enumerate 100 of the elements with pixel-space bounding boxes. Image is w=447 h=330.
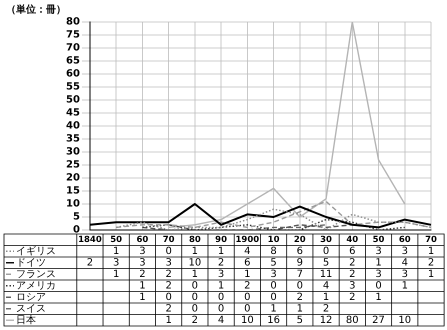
data-label: 11 [320,268,332,280]
data-label: 3 [402,268,408,280]
data-label: 0 [296,280,303,292]
data-label: 3 [270,268,277,280]
data-label: 0 [244,303,251,314]
data-label: 1 [428,246,434,257]
data-label: 80 [346,314,359,326]
data-label: 3 [375,268,382,280]
y-tick-label: 70 [66,42,80,54]
data-label: 0 [270,280,277,292]
data-label: 0 [270,292,277,303]
data-label: 5 [322,257,330,268]
x-tick-label: 30 [320,234,332,245]
data-label: 0 [322,246,330,257]
legend-label: 日本 [16,314,36,326]
data-label: 5 [270,257,277,268]
data-label: 0 [165,246,172,257]
x-tick-label: 40 [346,234,358,245]
data-label: 0 [192,292,198,303]
y-tick-label: 30 [66,146,80,158]
data-label: 0 [218,292,224,303]
data-label: 27 [372,314,385,326]
data-label: 4 [322,280,330,292]
data-label: 2 [86,257,94,268]
data-label: 2 [322,303,330,314]
data-label: 2 [349,268,356,280]
x-tick-label: 1900 [236,234,260,245]
data-label: 4 [402,257,408,268]
data-label: 2 [349,257,356,268]
legend-label: スイス [16,303,46,314]
data-label: 10 [398,314,412,326]
x-tick-label: 80 [188,234,201,245]
data-label: 2 [349,292,356,303]
x-tick-label: 1840 [78,234,102,245]
data-label: 0 [192,303,198,314]
data-label: 2 [139,268,146,280]
data-label: 2 [192,314,198,326]
data-label: 1 [218,246,224,257]
data-label: 3 [402,246,408,257]
data-label: 1 [375,292,382,303]
data-label: 8 [270,246,277,257]
y-tick-label: 20 [66,172,80,184]
x-tick-label: 10 [268,234,280,245]
x-tick-label: 70 [425,234,437,245]
y-tick-label: 35 [66,134,80,145]
data-label: 3 [218,268,224,280]
x-tick-label: 20 [294,234,306,245]
y-tick-label: 65 [66,56,80,67]
y-tick-label: 75 [66,30,80,41]
legend-label: ドイツ [16,257,46,268]
legend-label: フランス [16,268,56,280]
data-label: 2 [218,257,224,268]
data-label: 1 [112,268,120,280]
y-tick-label: 10 [66,198,80,210]
data-label: 2 [165,303,172,314]
data-label: 10 [240,314,254,326]
data-label: 3 [139,257,146,268]
y-tick-label: 45 [66,108,80,119]
x-tick-label: 60 [136,234,148,245]
data-label: 1 [375,257,382,268]
data-label: 1 [218,280,224,292]
y-tick-label: 15 [66,186,80,197]
y-tick-label: 40 [66,120,80,132]
data-label: 1 [192,246,198,257]
data-label: 3 [165,257,172,268]
data-label: 6 [244,257,251,268]
y-tick-label: 60 [66,68,80,80]
data-label: 1 [244,268,251,280]
data-label: 9 [296,257,303,268]
data-label: 3 [112,257,120,268]
data-label: 1 [296,303,303,314]
data-label: 3 [375,246,382,257]
data-label: 2 [165,280,172,292]
data-label: 1 [139,292,146,303]
data-label: 0 [244,292,251,303]
data-label: 1 [139,280,146,292]
data-label: 1 [322,292,330,303]
x-tick-label: 60 [398,234,411,245]
y-tick-label: 0 [72,224,80,236]
y-tick-label: 55 [66,82,80,93]
y-tick-label: 80 [66,16,80,28]
data-label: 3 [349,280,356,292]
x-tick-label: 50 [372,234,385,245]
data-label: 1 [165,314,172,326]
y-tick-label: 25 [66,160,80,171]
data-label: 0 [218,303,224,314]
legend-label: ロシア [16,292,46,303]
data-label: 1 [402,280,408,292]
y-tick-label: 5 [72,212,80,223]
data-label: 3 [139,246,146,257]
data-label: 2 [165,268,172,280]
x-tick-label: 50 [110,234,122,245]
data-label: 10 [188,257,202,268]
data-label: 4 [218,314,224,326]
data-label: 1 [192,268,198,280]
data-label: 5 [296,314,303,326]
legend-label: アメリカ [16,280,56,292]
x-tick-label: 70 [162,234,175,245]
data-label: 2 [244,280,251,292]
data-label: 4 [244,246,251,257]
